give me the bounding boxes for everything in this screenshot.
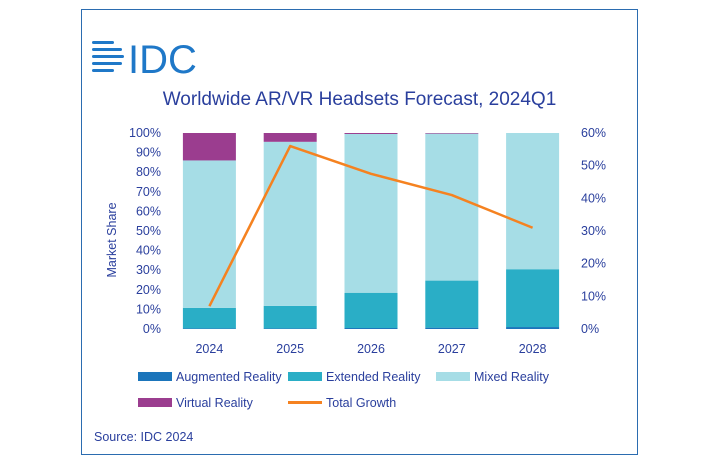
bar-segment <box>506 327 560 329</box>
legend-label: Augmented Reality <box>176 370 282 384</box>
chart-title: Worldwide AR/VR Headsets Forecast, 2024Q… <box>162 89 557 110</box>
legend-label: Extended Reality <box>326 370 421 384</box>
legend-label: Virtual Reality <box>176 396 254 410</box>
legend-label: Mixed Reality <box>474 370 550 384</box>
y-tick-label: 60% <box>136 204 161 218</box>
bar-segment <box>506 269 560 328</box>
chart-frame: IDC Worldwide AR/VR Headsets Forecast, 2… <box>81 9 638 455</box>
y2-tick-label: 10% <box>581 289 606 303</box>
legend: Augmented Reality Extended Reality Mixed R… <box>138 370 550 410</box>
y-tick-label: 40% <box>136 244 161 258</box>
source-note: Source: IDC 2024 <box>94 430 194 444</box>
bar-segment <box>182 160 236 308</box>
y-tick-label: 100% <box>129 126 161 140</box>
legend-swatch <box>288 372 322 381</box>
y-tick-label: 30% <box>136 263 161 277</box>
total-growth-line <box>208 144 534 307</box>
x-tick-label: 2028 <box>519 342 547 356</box>
y-tick-label: 70% <box>136 185 161 199</box>
x-tick-label: 2024 <box>195 342 223 356</box>
legend-swatch <box>138 372 172 381</box>
chart-plot: Market Share 0% 10% 20% 30% 40% 50% 60% 70% 80% 9… <box>105 126 606 410</box>
y-tick-label: 20% <box>136 283 161 297</box>
legend-swatch <box>436 372 470 381</box>
bar-segment <box>344 292 398 329</box>
bar-segment <box>182 307 236 329</box>
bar-segment <box>425 327 479 329</box>
y-tick-label: 10% <box>136 302 161 316</box>
bar-segment <box>425 280 479 328</box>
x-tick-label: 2027 <box>438 342 466 356</box>
idc-logo: IDC <box>92 38 197 79</box>
bar-segment <box>263 141 317 306</box>
y-axis-label: Market Share <box>105 202 119 277</box>
y-tick-label: 0% <box>143 322 161 336</box>
bar-segment <box>263 328 317 329</box>
x-tick-label: 2026 <box>357 342 385 356</box>
y-ticks: 0% 10% 20% 30% 40% 50% 60% 70% 80% 90% 100% <box>129 126 161 336</box>
y2-tick-label: 60% <box>581 126 606 140</box>
y-tick-label: 80% <box>136 165 161 179</box>
y2-tick-label: 0% <box>581 322 599 336</box>
y-tick-label: 90% <box>136 146 161 160</box>
bar-segment <box>344 328 398 329</box>
line-group <box>208 144 534 307</box>
legend-label: Total Growth <box>326 396 396 410</box>
bar-segment <box>425 133 479 134</box>
legend-swatch <box>138 398 172 407</box>
y2-ticks: 0% 10% 20% 30% 40% 50% 60% <box>581 126 606 336</box>
y2-tick-label: 40% <box>581 191 606 205</box>
logo-text: IDC <box>128 38 197 79</box>
bar-segment <box>263 133 317 142</box>
bar-segment <box>506 133 560 270</box>
bar-segment <box>182 328 236 329</box>
x-tick-label: 2025 <box>276 342 304 356</box>
bar-segment <box>344 133 398 293</box>
bar-segment <box>182 133 236 161</box>
bar-segment <box>263 305 317 329</box>
y-tick-label: 50% <box>136 224 161 238</box>
y2-tick-label: 20% <box>581 257 606 271</box>
y2-tick-label: 30% <box>581 224 606 238</box>
x-ticks: 2024 2025 2026 2027 2028 <box>195 342 546 356</box>
bars-group <box>182 133 560 329</box>
bar-segment <box>425 133 479 281</box>
bar-segment <box>344 133 398 134</box>
y2-tick-label: 50% <box>581 159 606 173</box>
